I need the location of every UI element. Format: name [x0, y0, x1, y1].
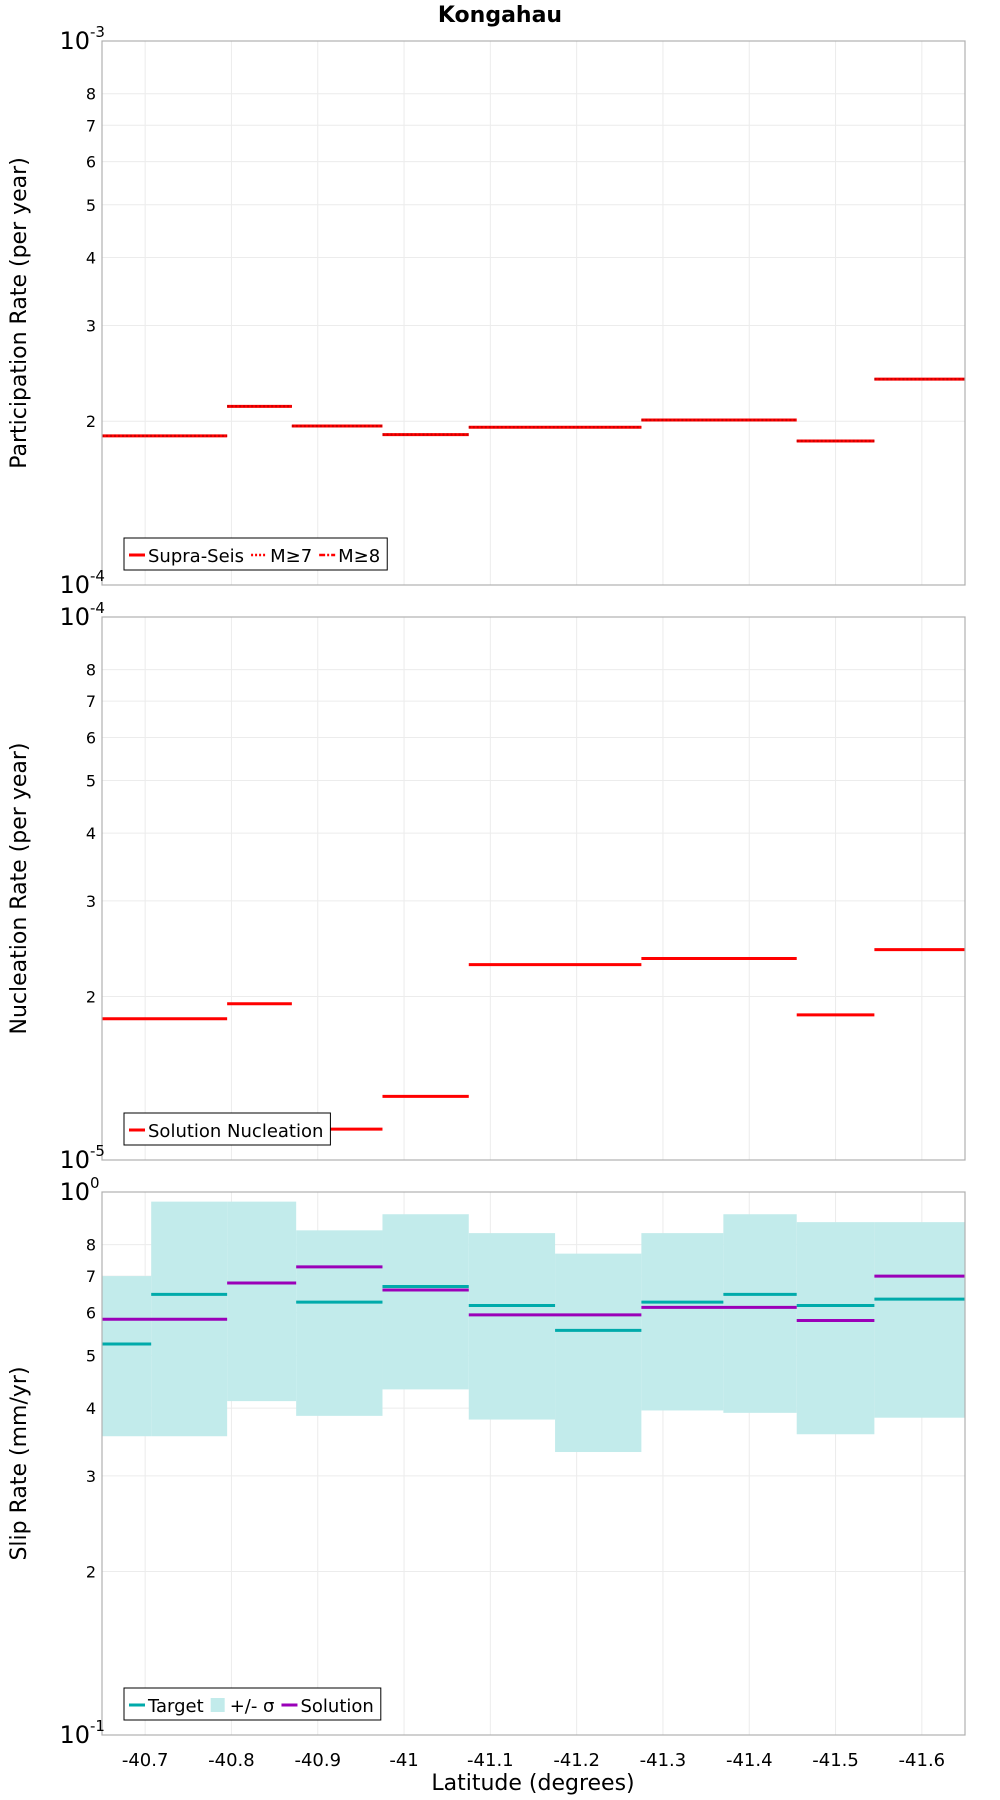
legend-label: +/- σ	[230, 1696, 275, 1717]
x-tick-label: -41.4	[726, 1750, 773, 1771]
y-axis-label: Participation Rate (per year)	[7, 157, 32, 469]
y-decade-label: 10	[59, 27, 90, 55]
legend: Target +/- σ Solution	[123, 1687, 382, 1721]
x-tick-label: -41.5	[812, 1750, 859, 1771]
y-tick-label: 8	[86, 1236, 96, 1255]
legend-label: Solution	[300, 1696, 373, 1717]
sigma-band	[874, 1222, 965, 1418]
sigma-band	[296, 1230, 383, 1416]
x-tick-label: -40.8	[208, 1750, 255, 1771]
plot-area	[101, 1191, 966, 1736]
y-axis-label: Slip Rate (mm/yr)	[7, 1366, 32, 1560]
y-tick-label: 2	[86, 412, 96, 431]
x-axis-label: Latitude (degrees)	[431, 1771, 634, 1796]
y-tick-label: 6	[86, 153, 96, 172]
y-tick-label: 8	[86, 661, 96, 680]
y-axis-label: Nucleation Rate (per year)	[7, 743, 32, 1035]
y-tick-label: 4	[86, 824, 96, 843]
x-tick-label: -41.1	[467, 1750, 514, 1771]
chart-title: Kongahau	[438, 3, 562, 28]
y-decade-exponent: -4	[90, 567, 105, 585]
y-decade-label: 10	[59, 1146, 90, 1174]
sigma-band	[227, 1201, 297, 1402]
legend: Solution Nucleation	[123, 1112, 331, 1146]
y-decade-exponent: -4	[90, 599, 105, 617]
sigma-band	[102, 1276, 152, 1437]
y-tick-label: 3	[86, 1467, 96, 1486]
y-decade-exponent: -1	[90, 1717, 105, 1735]
y-decade-label: 10	[59, 603, 90, 631]
sigma-band	[641, 1233, 724, 1411]
x-tick-label: -40.9	[294, 1750, 341, 1771]
legend-label: Supra-Seis	[148, 546, 244, 567]
x-tick-label: -41.3	[640, 1750, 687, 1771]
legend-label: Target	[147, 1696, 204, 1717]
y-tick-label: 2	[86, 988, 96, 1007]
plot-area	[101, 40, 966, 586]
y-tick-label: 4	[86, 248, 96, 267]
y-tick-label: 7	[86, 1267, 96, 1286]
y-tick-label: 3	[86, 892, 96, 911]
y-tick-label: 7	[86, 116, 96, 135]
y-decade-label: 10	[59, 571, 90, 599]
sigma-band	[723, 1214, 797, 1413]
legend-frame	[123, 1687, 382, 1721]
y-tick-label: 5	[86, 196, 96, 215]
y-tick-label: 6	[86, 728, 96, 747]
y-decade-label: 10	[59, 1178, 90, 1206]
sigma-band	[796, 1222, 875, 1435]
y-tick-label: 7	[86, 692, 96, 711]
legend: Supra-Seis M≥7 M≥8	[123, 537, 388, 571]
x-tick-label: -41.6	[899, 1750, 946, 1771]
legend-frame	[123, 537, 388, 571]
x-tick-label: -41.2	[553, 1750, 600, 1771]
sigma-band	[555, 1253, 642, 1453]
legend-frame	[123, 1112, 331, 1146]
x-tick-label: -41	[389, 1750, 418, 1771]
y-decade-label: 10	[59, 1721, 90, 1749]
y-tick-label: 5	[86, 1346, 96, 1365]
y-decade-exponent: -3	[90, 23, 105, 41]
plot-area	[101, 616, 966, 1161]
sigma-band	[382, 1214, 469, 1390]
y-tick-label: 4	[86, 1399, 96, 1418]
y-tick-label: 8	[86, 85, 96, 104]
legend-label: M≥8	[338, 546, 380, 567]
sigma-band	[468, 1233, 556, 1420]
y-tick-label: 6	[86, 1303, 96, 1322]
x-tick-label: -40.7	[122, 1750, 169, 1771]
y-tick-label: 2	[86, 1563, 96, 1582]
legend-swatch	[210, 1698, 225, 1712]
y-decade-exponent: 0	[90, 1174, 100, 1192]
y-decade-exponent: -5	[90, 1142, 105, 1160]
legend-label: Solution Nucleation	[148, 1121, 323, 1142]
legend-label: M≥7	[270, 546, 312, 567]
y-tick-label: 5	[86, 771, 96, 790]
y-tick-label: 3	[86, 316, 96, 335]
